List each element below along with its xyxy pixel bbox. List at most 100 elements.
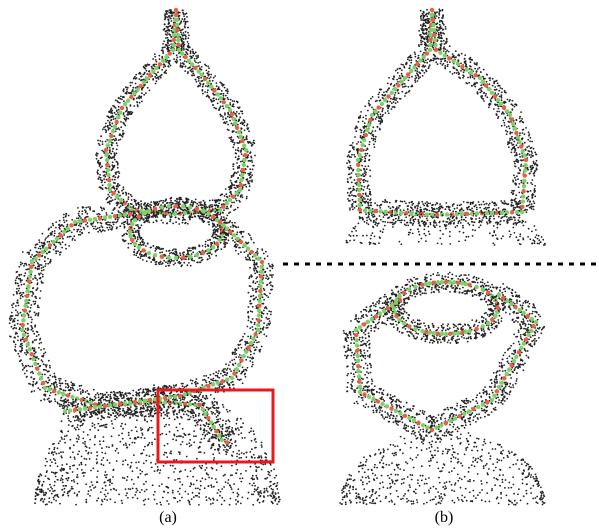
point — [165, 265, 167, 267]
point — [222, 424, 224, 426]
skeleton-node — [193, 66, 197, 70]
point — [159, 472, 161, 474]
point — [195, 488, 197, 490]
point — [78, 451, 80, 453]
point — [235, 499, 237, 501]
point — [14, 318, 16, 320]
point — [220, 212, 222, 214]
point — [254, 439, 256, 441]
point — [228, 428, 230, 430]
point — [233, 144, 235, 146]
point — [230, 439, 232, 441]
point — [170, 15, 172, 17]
point — [104, 230, 106, 232]
point — [167, 37, 169, 39]
point — [255, 489, 257, 491]
point — [109, 222, 111, 224]
point — [34, 502, 36, 504]
point — [220, 82, 222, 84]
point — [141, 254, 143, 256]
point — [164, 28, 166, 30]
skeleton-node — [73, 220, 77, 224]
point — [83, 227, 85, 229]
point — [153, 64, 155, 66]
point — [100, 206, 102, 208]
point — [187, 493, 189, 495]
point — [180, 399, 182, 401]
point — [101, 210, 103, 212]
point — [209, 239, 211, 241]
point — [157, 213, 159, 215]
point — [191, 74, 193, 76]
point — [185, 31, 187, 33]
point — [111, 435, 113, 437]
point — [179, 478, 181, 480]
point — [193, 435, 195, 437]
skeleton-node — [83, 218, 87, 222]
point — [266, 488, 268, 490]
point — [205, 246, 207, 248]
point — [115, 114, 117, 116]
point — [73, 479, 75, 481]
point — [232, 455, 234, 457]
point — [213, 398, 215, 400]
point — [180, 22, 182, 24]
point — [114, 199, 116, 201]
point — [206, 467, 208, 469]
point — [162, 202, 164, 204]
point — [208, 224, 210, 226]
point — [36, 284, 38, 286]
point — [183, 413, 185, 415]
point — [155, 463, 157, 465]
point — [240, 111, 242, 113]
point — [224, 112, 226, 114]
point — [167, 412, 169, 414]
point — [114, 154, 116, 156]
point — [200, 80, 202, 82]
point — [52, 223, 54, 225]
point — [149, 90, 151, 92]
point — [55, 246, 57, 248]
point — [187, 500, 189, 502]
point — [81, 424, 83, 426]
point — [122, 464, 124, 466]
skeleton-node — [104, 153, 108, 157]
point — [186, 456, 188, 458]
point — [236, 469, 238, 471]
point — [116, 417, 118, 419]
point — [194, 216, 196, 218]
point — [259, 457, 261, 459]
skeleton-node — [225, 104, 229, 108]
point — [108, 129, 110, 131]
point — [20, 297, 22, 299]
point — [178, 223, 180, 225]
point — [230, 446, 232, 448]
point — [221, 433, 223, 435]
point — [193, 417, 195, 419]
point — [42, 243, 44, 245]
point — [103, 440, 105, 442]
point — [66, 220, 68, 222]
point — [127, 221, 129, 223]
point — [163, 454, 165, 456]
point — [252, 165, 254, 167]
point — [28, 316, 30, 318]
point — [216, 85, 218, 87]
point — [260, 492, 262, 494]
point — [151, 216, 153, 218]
point — [146, 218, 148, 220]
point — [176, 416, 178, 418]
point — [129, 444, 131, 446]
point — [214, 225, 216, 227]
point — [163, 412, 165, 414]
point — [269, 475, 271, 477]
point — [49, 365, 51, 367]
point — [179, 471, 181, 473]
point — [183, 47, 185, 49]
point — [229, 484, 231, 486]
point — [165, 37, 167, 39]
point — [180, 20, 182, 22]
point — [31, 295, 33, 297]
point — [51, 488, 53, 490]
point — [201, 401, 203, 403]
